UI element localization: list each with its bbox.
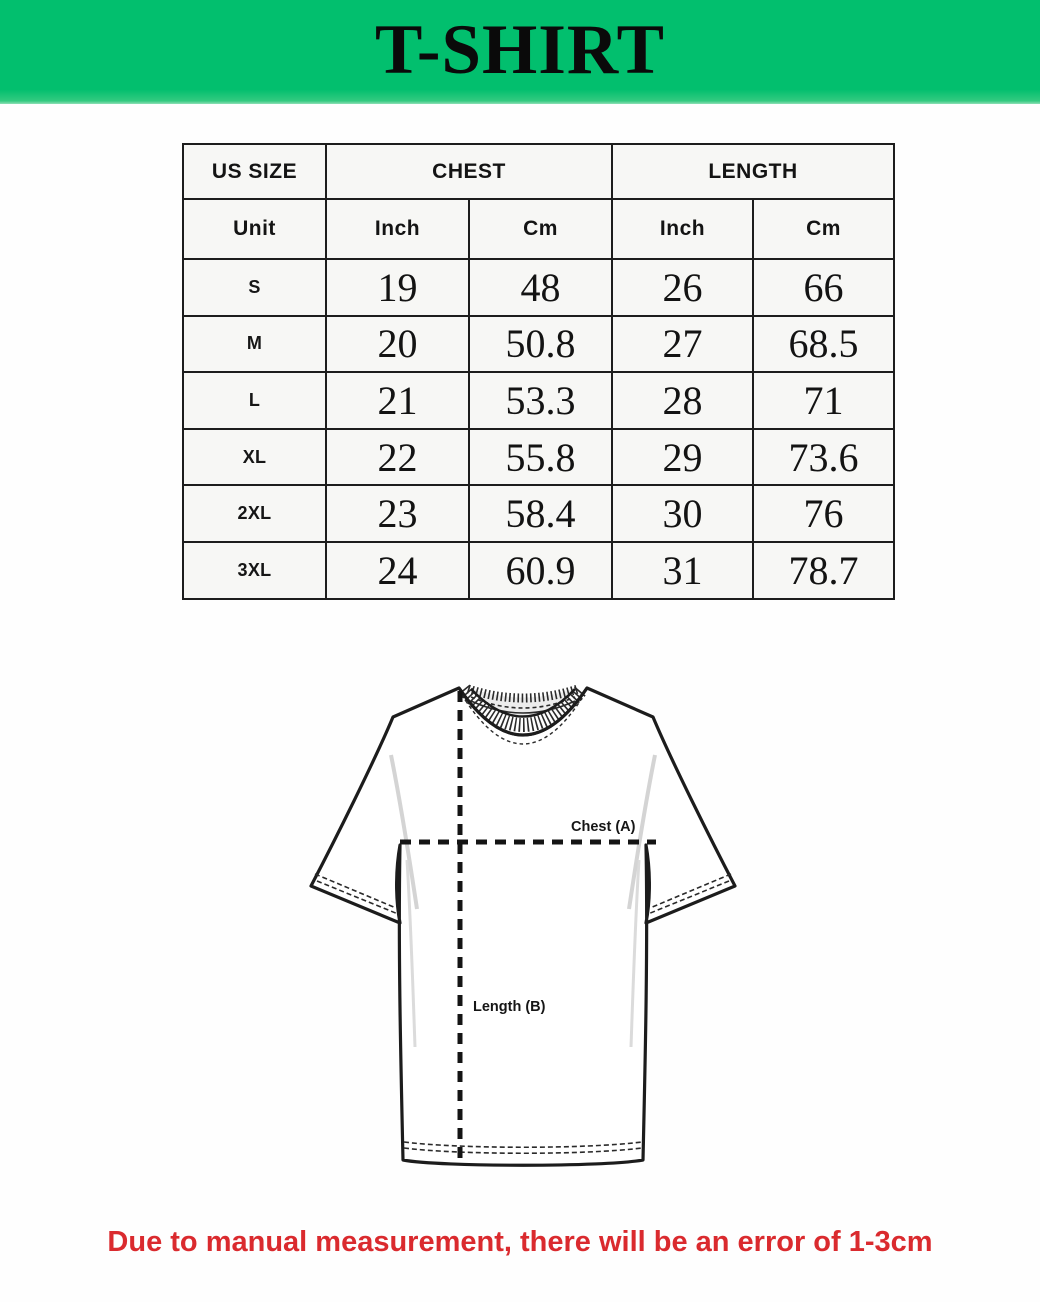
collar-front-ribbing [458, 684, 588, 732]
col-header-us-size: US SIZE [182, 143, 327, 200]
length-inch-cell: 31 [611, 540, 754, 600]
page-title: T-SHIRT [375, 10, 665, 89]
chest-cm-cell: 58.4 [468, 484, 613, 543]
length-cm-cell: 78.7 [751, 540, 896, 600]
hem-stitch-1 [403, 1141, 643, 1149]
length-cm-cell: 68.5 [751, 314, 896, 374]
collar-stitching [461, 694, 585, 745]
length-inch-cell: 28 [611, 371, 754, 430]
chest-inch-cell: 20 [325, 314, 470, 374]
chest-inch-cell: 23 [325, 484, 470, 543]
length-cm-cell: 73.6 [751, 427, 896, 487]
table-row: XL 22 55.8 29 73.6 [182, 427, 896, 487]
size-cell: 3XL [182, 540, 327, 600]
collar-inner-edge [470, 688, 576, 718]
left-body-shadow [405, 859, 417, 1048]
table-row: L 21 53.3 28 71 [182, 371, 896, 430]
length-cm-cell: 71 [751, 371, 896, 430]
chest-cm-cell: 48 [468, 258, 613, 317]
tshirt-outline [309, 686, 737, 1167]
length-cm-cell: 66 [751, 258, 896, 317]
right-body-shadow [629, 859, 641, 1048]
left-cuff-stitch-2 [316, 880, 399, 915]
right-cuff-stitch-2 [647, 880, 730, 915]
unit-header: Unit [182, 198, 327, 260]
size-cell: L [182, 371, 327, 430]
size-cell: M [182, 314, 327, 374]
chest-inch-header: Inch [325, 198, 470, 260]
length-inch-cell: 30 [611, 484, 754, 543]
title-banner: T-SHIRT [0, 0, 1040, 104]
length-inch-cell: 29 [611, 427, 754, 487]
chest-cm-cell: 55.8 [468, 427, 613, 487]
table-row: 3XL 24 60.9 31 78.7 [182, 540, 896, 600]
chest-cm-header: Cm [468, 198, 613, 260]
chest-cm-cell: 60.9 [468, 540, 613, 600]
size-table: US SIZE CHEST LENGTH Unit Inch Cm Inch C… [182, 143, 896, 600]
chest-inch-cell: 19 [325, 258, 470, 317]
length-inch-cell: 27 [611, 314, 754, 374]
size-cell: 2XL [182, 484, 327, 543]
hem-stitch-2 [403, 1147, 643, 1155]
collar-back-ribbing [466, 684, 580, 703]
length-inch-header: Inch [611, 198, 754, 260]
chest-inch-cell: 21 [325, 371, 470, 430]
right-sleeve-shadow [627, 754, 657, 910]
length-inch-cell: 26 [611, 258, 754, 317]
col-header-chest: CHEST [325, 143, 613, 200]
col-header-length: LENGTH [610, 143, 896, 200]
length-measure-label: Length (B) [473, 999, 546, 1015]
measurement-disclaimer: Due to manual measurement, there will be… [107, 1226, 933, 1258]
table-row: S 19 48 26 66 [182, 258, 896, 317]
table-row: 2XL 23 58.4 30 76 [182, 484, 896, 543]
left-cuff-stitch-1 [314, 873, 397, 909]
chest-inch-cell: 22 [325, 427, 470, 487]
length-cm-cell: 76 [751, 484, 896, 543]
collar-outer-edge [457, 687, 589, 737]
length-cm-header: Cm [751, 198, 896, 260]
chest-inch-cell: 24 [325, 540, 470, 600]
size-cell: S [182, 258, 327, 317]
chest-cm-cell: 53.3 [468, 371, 613, 430]
table-header-row: US SIZE CHEST LENGTH [182, 143, 896, 200]
tshirt-diagram: Chest (A) Length (B) [309, 684, 737, 1167]
chest-measure-label: Chest (A) [571, 819, 636, 835]
right-cuff-stitch-1 [649, 873, 732, 909]
table-row: M 20 50.8 27 68.5 [182, 314, 896, 374]
unit-header-row: Unit Inch Cm Inch Cm [182, 198, 896, 260]
chest-cm-cell: 50.8 [468, 314, 613, 374]
size-cell: XL [182, 427, 327, 487]
